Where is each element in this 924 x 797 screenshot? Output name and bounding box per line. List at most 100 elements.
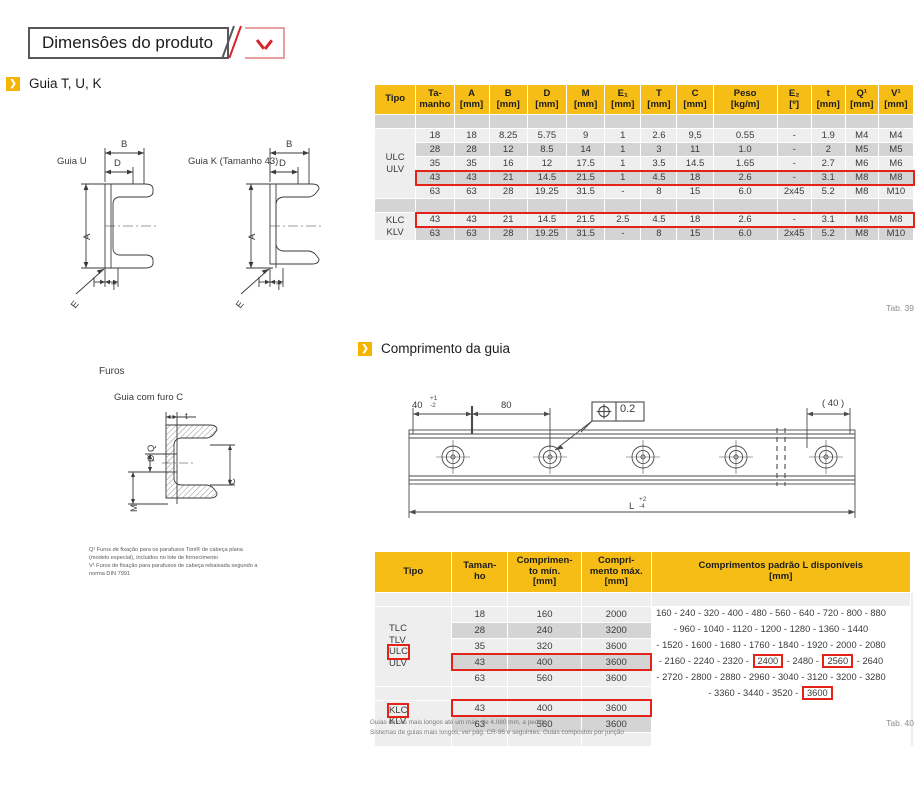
cell-tamanho: 43 xyxy=(415,170,455,186)
length-value: 2800 xyxy=(691,671,712,682)
cell-T: 3.5 xyxy=(640,156,678,172)
column-header-label: Tipo xyxy=(403,565,424,577)
length-value: - xyxy=(716,655,720,666)
highlighted-length-2400: 2400 xyxy=(752,653,784,668)
cell-C: 15 xyxy=(676,226,714,242)
lengths-line: 160 - 240 - 320 - 400 - 480 - 560 - 640 … xyxy=(640,606,902,622)
table-row: 28 240 3200 xyxy=(375,621,914,639)
table39-caption: Tab. 39 xyxy=(886,303,914,313)
cell-min: 400 xyxy=(507,653,582,671)
cell-max: 2000 xyxy=(580,605,652,623)
section-heading-guide: ❯ Guia T, U, K xyxy=(6,76,102,91)
rail-tol-upper: +1 xyxy=(430,395,438,402)
length-value: - xyxy=(697,623,701,634)
length-value: - xyxy=(685,639,689,650)
header-expand-button[interactable] xyxy=(245,27,286,59)
length-value: 1200 xyxy=(760,623,782,634)
cell-A: 18 xyxy=(453,128,490,144)
spacer-cell xyxy=(507,591,582,607)
cell-tamanho: 63 xyxy=(451,669,509,687)
cell-tamanho: 28 xyxy=(415,142,455,158)
cell-M: 31.5 xyxy=(566,184,606,200)
column-header-9: Peso [kg/m] xyxy=(712,83,778,116)
cell-C: 18 xyxy=(676,212,714,228)
type-label-ulv: ULV xyxy=(389,658,407,670)
cell-max: 3600 xyxy=(580,699,652,717)
cell-tamanho: 63 xyxy=(451,715,509,733)
spacer-cell xyxy=(415,198,455,214)
table-row: KLC KLV 43 43 21 14.5 21.5 2.5 4.5 18 2.6-3.1 M8 M8 xyxy=(373,212,915,242)
product-dimensions-header[interactable]: Dimensôes do produto xyxy=(28,27,286,59)
holes-dim-q: Ø Q xyxy=(146,444,157,462)
length-value: 880 xyxy=(870,608,886,618)
length-value: 2160 xyxy=(664,655,686,666)
lengths-table: Tipo Taman-ho Comprimen-to mín. [mm] Compri-… xyxy=(373,551,914,747)
cell-max: 3200 xyxy=(580,621,652,639)
length-value: - xyxy=(783,623,787,634)
length-value: 400 xyxy=(727,608,744,618)
cell-V: M10 xyxy=(877,184,915,200)
profile-k-dim-a: A xyxy=(247,233,258,240)
spacer-cell xyxy=(415,114,455,130)
profile-drawings xyxy=(75,148,323,295)
type-label-tlc: TLC xyxy=(389,622,407,634)
holes-dim-t: t xyxy=(185,411,188,422)
length-value: 2320 xyxy=(722,655,744,666)
rail-l-tol-upper: +2 xyxy=(639,496,647,503)
cell-min: 400 xyxy=(507,699,582,717)
cell-peso: 1.0 xyxy=(712,142,778,158)
spacer-cell xyxy=(453,114,490,130)
table-row: 43 400 3600 xyxy=(375,653,914,671)
cell-E2: - xyxy=(776,142,812,158)
standard-lengths-list: 160 - 240 - 320 - 400 - 480 - 560 - 640 … xyxy=(640,606,902,702)
column-header-label: A xyxy=(468,88,475,99)
cell-B: 21 xyxy=(488,170,528,186)
length-value: - xyxy=(698,608,702,618)
length-value: 1680 xyxy=(720,639,741,650)
length-value: 2880 xyxy=(720,671,741,682)
column-header-3: Compri-mento máx. [mm] xyxy=(580,551,652,593)
cell-A: 43 xyxy=(453,212,490,228)
cell-T: 8 xyxy=(640,226,678,242)
cell-t: 1.9 xyxy=(810,128,846,144)
column-header-unit: [mm] xyxy=(884,98,908,110)
header-title-box: Dimensôes do produto xyxy=(28,27,230,59)
cell-Q: M8 xyxy=(844,184,879,200)
rail-tol-lower: -2 xyxy=(430,401,436,409)
profile-k-dim-d: D xyxy=(279,158,286,169)
cell-t: 2 xyxy=(810,142,846,158)
column-header-3: B [mm] xyxy=(488,83,528,116)
column-header-11: t [mm] xyxy=(810,83,846,116)
spacer-cell xyxy=(580,731,652,747)
column-header-unit: [mm] xyxy=(816,98,840,110)
column-header-label: Comprimentos padrão L disponíveis xyxy=(698,560,864,572)
length-value: 3520 xyxy=(772,687,793,698)
cell-max: 3600 xyxy=(580,637,652,655)
table-row: ULC ULV 18 18 8.25 5.75 9 1 2.6 9,5 0.55-1.9 M4 M4 xyxy=(373,128,915,200)
spacer-cell xyxy=(451,685,509,701)
spacer-cell xyxy=(676,114,714,130)
length-value: - xyxy=(859,671,863,682)
dimensions-table: Tipo Ta-manho A [mm] B [mm] D [mm] M [mm] E₁ [mm] T[… xyxy=(373,83,915,242)
column-header-label: t xyxy=(826,88,830,99)
column-header-unit: [mm] xyxy=(496,98,520,110)
length-value: 560 xyxy=(775,608,791,618)
cell-T: 4.5 xyxy=(640,212,678,228)
spacer-cell xyxy=(844,198,879,214)
spacer-cell xyxy=(844,114,879,130)
column-header-label: Comprimen-to mín. xyxy=(516,555,573,577)
cell-Q: M5 xyxy=(844,142,879,158)
length-value: - xyxy=(801,639,805,650)
cell-M: 14 xyxy=(566,142,606,158)
length-value: - xyxy=(737,687,741,698)
length-value: - xyxy=(656,639,660,650)
row-type-label-group: TLC TLV ULC ULV xyxy=(373,605,453,687)
spacer-cell xyxy=(712,114,778,130)
lengths-line: - 1520 - 1600 - 1680 - 1760 - 1840 - 192… xyxy=(640,638,902,654)
length-value: - xyxy=(856,655,860,666)
cell-E1: 1 xyxy=(604,128,642,144)
length-value: 3440 xyxy=(743,687,764,698)
length-value: 1040 xyxy=(703,623,724,634)
tolerance-value: 0.2 xyxy=(620,403,636,415)
cell-peso: 2.6 xyxy=(712,170,778,186)
